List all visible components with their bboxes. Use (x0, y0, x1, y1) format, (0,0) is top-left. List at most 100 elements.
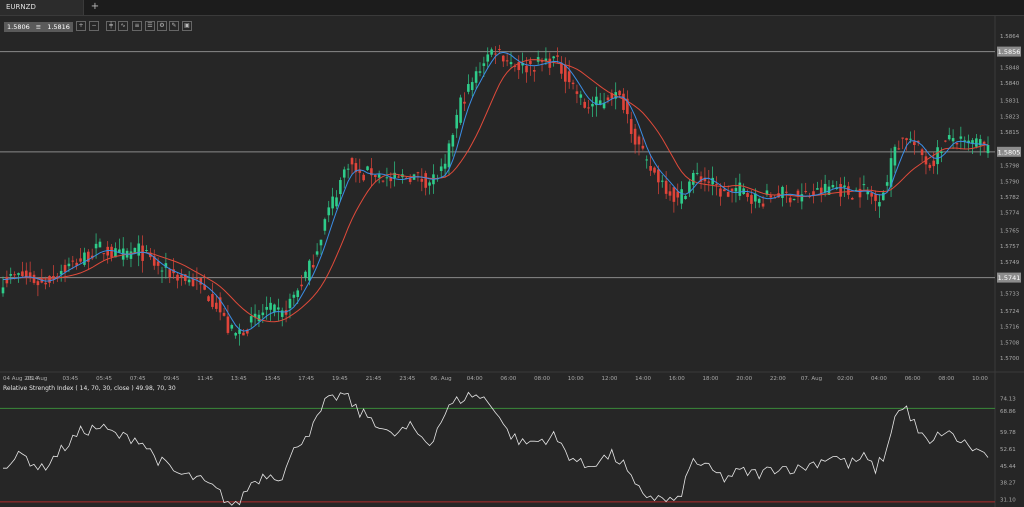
rsi-y-tick-label: 52.61 (1000, 447, 1016, 453)
candle-body (874, 194, 877, 201)
candle-body (567, 71, 571, 83)
x-tick-label: 04 Aug 2014 (3, 376, 39, 382)
candle-body (525, 65, 528, 73)
candle-body (932, 160, 936, 167)
candle-body (214, 302, 218, 309)
candle-body (521, 62, 524, 66)
candle-body (618, 90, 621, 96)
candle-body (816, 188, 819, 190)
zoom-in-icon[interactable]: + (76, 21, 86, 31)
candle-body (211, 294, 214, 307)
candle-body (226, 316, 230, 333)
candle-type-icon[interactable]: ╪ (106, 21, 116, 31)
x-tick-label: 21:45 (366, 376, 382, 382)
candle-body (331, 196, 334, 209)
candle-body (951, 138, 955, 142)
candle-body (905, 138, 908, 141)
candle-body (583, 101, 586, 108)
candle-body (292, 294, 296, 298)
y-tick-label: 1.5716 (1000, 325, 1020, 331)
candle-body (273, 304, 276, 313)
candle-body (234, 332, 237, 336)
candle-body (769, 195, 773, 198)
candle-body (552, 56, 555, 59)
candle-body (777, 193, 780, 198)
candle-body (133, 247, 137, 253)
x-tick-label: 10:00 (972, 376, 988, 382)
candle-body (761, 203, 765, 207)
candle-body (909, 138, 912, 140)
y-tick-label: 1.5848 (1000, 65, 1020, 71)
drawing-icon[interactable]: ✎ (169, 21, 179, 31)
candle-body (722, 189, 726, 192)
candle-body (149, 252, 152, 258)
candle-body (478, 71, 482, 73)
candle-body (773, 197, 777, 199)
zoom-out-icon[interactable]: − (89, 21, 99, 31)
y-tick-label: 1.5831 (1000, 99, 1019, 105)
candle-body (71, 260, 75, 262)
candle-body (571, 82, 575, 85)
x-tick-label: 06:00 (905, 376, 921, 382)
x-tick-label: 07:45 (130, 376, 146, 382)
candle-body (389, 176, 393, 182)
candle-body (199, 278, 203, 285)
candle-body (637, 136, 641, 145)
candle-body (59, 270, 63, 275)
settings-icon[interactable]: ⚙ (157, 21, 167, 31)
candle-body (397, 176, 400, 178)
candle-body (230, 324, 234, 329)
candle-body (916, 140, 920, 143)
tab-symbol[interactable]: EURNZD (0, 0, 84, 15)
x-tick-label: 04:00 (871, 376, 887, 382)
candle-body (447, 143, 451, 168)
x-tick-label: 13:45 (231, 376, 247, 382)
candle-body (455, 114, 459, 129)
candle-body (183, 274, 187, 281)
candle-body (986, 144, 990, 154)
candle-body (913, 141, 916, 145)
candle-body (602, 102, 606, 109)
candle-body (21, 271, 24, 277)
candle-body (467, 84, 470, 92)
screenshot-icon[interactable]: ▣ (182, 21, 192, 31)
candle-body (645, 159, 649, 161)
candle-body (207, 296, 210, 302)
y-tick-label: 1.5840 (1000, 81, 1020, 87)
candle-body (684, 196, 687, 200)
candle-body (137, 243, 141, 256)
candle-body (156, 261, 160, 266)
x-tick-label: 05. Aug (26, 376, 47, 382)
plus-icon[interactable]: + (90, 1, 100, 12)
candle-body (83, 252, 86, 265)
candle-body (308, 260, 311, 281)
template-icon[interactable]: ☰ (145, 21, 155, 31)
candle-body (342, 169, 346, 178)
candle-body (719, 188, 722, 197)
x-tick-label: 02:00 (837, 376, 853, 382)
candle-body (5, 276, 9, 284)
candle-body (180, 274, 183, 277)
candle-body (315, 251, 319, 255)
x-tick-label: 10:00 (568, 376, 584, 382)
candle-body (847, 186, 850, 195)
candle-body (792, 198, 796, 200)
indicator-icon[interactable]: ∿ (118, 21, 128, 31)
candle-body (715, 183, 718, 185)
candle-body (498, 48, 501, 50)
candle-body (114, 248, 117, 258)
candle-body (94, 243, 98, 249)
x-tick-label: 04:00 (467, 376, 483, 382)
objects-icon[interactable]: ≡ (132, 21, 142, 31)
candle-body (885, 182, 889, 186)
price-level-label: 1.5741 (998, 274, 1021, 282)
candle-body (657, 169, 660, 183)
candle-body (606, 97, 610, 101)
candle-body (191, 278, 195, 287)
y-tick-label: 1.5782 (1000, 195, 1019, 201)
candle-body (757, 198, 761, 203)
bid-ask-box: 1.5806 ≡ 1.5816 (4, 22, 73, 32)
candle-body (24, 270, 28, 277)
candle-body (187, 279, 191, 283)
